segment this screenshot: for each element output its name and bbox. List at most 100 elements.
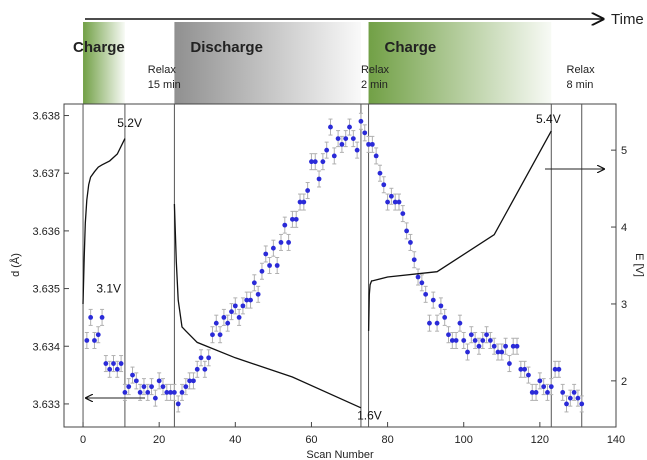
data-point (350, 136, 356, 142)
data-point (217, 332, 223, 338)
data-point (339, 141, 345, 147)
data-point (133, 378, 139, 384)
data-point (480, 338, 486, 343)
data-point (286, 240, 292, 245)
data-point (259, 268, 265, 274)
data-point (533, 389, 539, 395)
data-point (548, 384, 554, 390)
data-point (267, 263, 272, 268)
data-point (149, 384, 154, 390)
relax-label-2: Relax (567, 64, 596, 76)
x-tick-label: 60 (305, 434, 317, 446)
left-y-axis-label: d (Å) (9, 253, 22, 277)
relax-label-0: Relax (148, 64, 177, 76)
data-point (179, 389, 185, 395)
data-point (229, 309, 234, 315)
potential-line-1 (173, 203, 362, 409)
x-tick-label: 140 (607, 434, 625, 446)
relax-duration-0: 15 min (148, 79, 181, 91)
data-point (335, 136, 341, 142)
data-point (282, 222, 288, 228)
data-point (449, 338, 455, 343)
data-point (343, 136, 349, 142)
data-point (122, 389, 128, 395)
data-point (95, 332, 101, 338)
data-point (381, 182, 387, 188)
voltage-annotation-2: 1.6V (357, 408, 382, 422)
data-point (278, 240, 284, 245)
data-point (305, 188, 311, 193)
data-point (358, 118, 364, 124)
voltage-annotation-1: 3.1V (96, 281, 121, 295)
left-y-tick-label: 3.636 (32, 226, 60, 238)
x-axis-ticks: 0 20 40 60 80 100 120 140 (80, 422, 625, 446)
data-point (579, 401, 585, 407)
data-point (373, 153, 379, 159)
data-point (545, 389, 550, 395)
data-point (362, 130, 368, 136)
data-point (290, 216, 295, 222)
x-tick-label: 20 (153, 434, 165, 446)
potential-line-0 (82, 138, 126, 305)
phase-label-1: Discharge (190, 39, 263, 56)
data-point (510, 343, 516, 349)
data-point (366, 141, 371, 147)
data-point (465, 349, 470, 355)
data-point (442, 315, 448, 320)
data-point (213, 320, 219, 326)
data-point (472, 338, 478, 343)
data-point (419, 280, 425, 286)
d-spacing-series (84, 118, 585, 407)
data-point (145, 389, 151, 395)
relax-duration-2: 8 min (567, 79, 594, 91)
data-point (297, 199, 303, 205)
data-point (560, 389, 566, 395)
x-axis-label: Scan Number (306, 449, 374, 460)
right-y-tick-label: 2 (621, 376, 627, 388)
relax-label-1: Relax (361, 64, 390, 76)
voltage-annotation-0: 5.2V (117, 116, 142, 130)
data-point (198, 355, 204, 361)
left-y-tick-label: 3.634 (32, 341, 60, 353)
data-point (103, 361, 109, 366)
data-point (152, 395, 158, 401)
data-point (499, 349, 505, 355)
data-point (484, 332, 489, 338)
data-point (324, 147, 330, 153)
time-label: Time (611, 11, 644, 28)
data-point (244, 297, 250, 303)
data-point (491, 343, 497, 349)
data-point (194, 366, 200, 372)
x-tick-label: 0 (80, 434, 86, 446)
phase-banner: Charge Discharge Charge (73, 22, 552, 104)
data-point (438, 303, 444, 309)
data-point (114, 366, 120, 372)
phase-label-0: Charge (73, 39, 125, 56)
data-point (427, 320, 432, 326)
data-point (137, 389, 143, 395)
data-point (84, 338, 90, 343)
data-point (396, 199, 402, 205)
data-point (206, 355, 212, 361)
data-point (320, 159, 326, 165)
data-point (552, 366, 558, 372)
data-point (385, 199, 390, 205)
data-point (423, 291, 429, 297)
data-point (518, 366, 524, 372)
phase-band-2 (368, 22, 552, 104)
data-point (453, 338, 459, 343)
data-point (202, 366, 208, 372)
data-point (88, 315, 94, 320)
right-y-axis-ticks: 2 3 4 5 (611, 145, 627, 388)
data-point (408, 240, 413, 245)
data-point (495, 349, 501, 355)
data-point (225, 320, 231, 326)
x-tick-label: 80 (381, 434, 393, 446)
phase-band-1 (174, 22, 361, 104)
data-point (434, 320, 440, 326)
data-point (541, 384, 547, 390)
left-y-tick-label: 3.637 (32, 168, 60, 180)
right-y-tick-label: 3 (621, 299, 627, 311)
data-point (503, 343, 508, 349)
data-point (99, 315, 105, 320)
